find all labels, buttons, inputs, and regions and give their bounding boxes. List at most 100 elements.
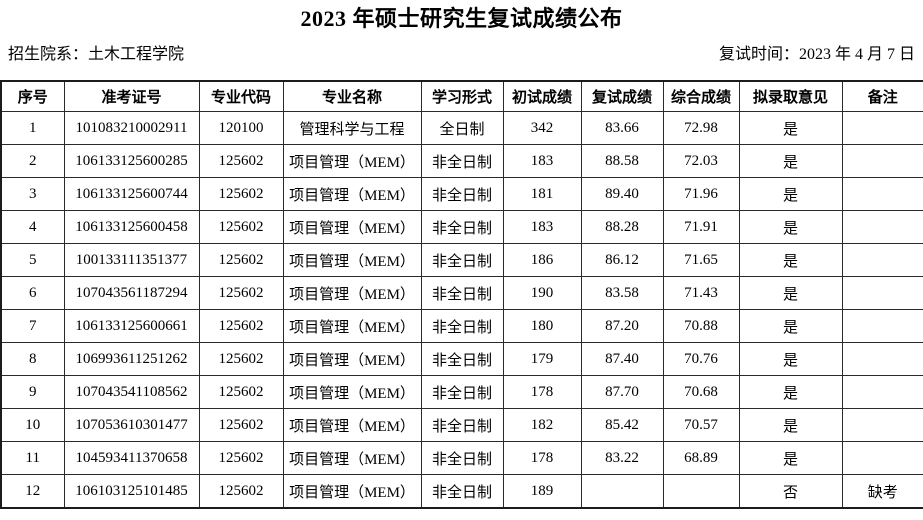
table-cell: 是: [738, 276, 843, 310]
table-cell: 88.28: [580, 210, 664, 244]
table-cell: [841, 342, 923, 376]
table-cell: 71.91: [662, 210, 740, 244]
table-cell: 管理科学与工程: [282, 111, 422, 145]
table-cell: 是: [738, 375, 843, 409]
table-cell: 125602: [198, 309, 284, 343]
table-cell: [841, 177, 923, 211]
table-cell: 非全日制: [420, 342, 504, 376]
table-cell: 106133125600285: [63, 144, 200, 178]
table-cell: 全日制: [420, 111, 504, 145]
table-row: 6 107043561187294 125602 项目管理（MEM） 非全日制 190 83…: [0, 276, 923, 310]
table-cell: [841, 243, 923, 277]
table-cell: 87.40: [580, 342, 664, 376]
table-header-cell: 初试成绩: [502, 80, 582, 112]
table-cell: 否: [738, 474, 843, 509]
table-cell: 88.58: [580, 144, 664, 178]
table-cell: 125602: [198, 474, 284, 509]
table-cell: 项目管理（MEM）: [282, 408, 422, 442]
table-cell: 非全日制: [420, 408, 504, 442]
table-row: 9 107043541108562 125602 项目管理（MEM） 非全日制 178 87…: [0, 375, 923, 409]
table-cell: 100133111351377: [63, 243, 200, 277]
table-cell: 项目管理（MEM）: [282, 177, 422, 211]
table-row: 11 104593411370658 125602 项目管理（MEM） 非全日制 178 8…: [0, 441, 923, 475]
table-cell: 106993611251262: [63, 342, 200, 376]
table-cell: 是: [738, 177, 843, 211]
table-row: 7 106133125600661 125602 项目管理（MEM） 非全日制 180 87…: [0, 309, 923, 343]
department-label: 招生院系：土木工程学院: [8, 46, 185, 63]
table-cell: 项目管理（MEM）: [282, 210, 422, 244]
table-cell: [841, 210, 923, 244]
table-cell: 83.58: [580, 276, 664, 310]
table-cell: 非全日制: [420, 210, 504, 244]
table-cell: 是: [738, 210, 843, 244]
table-row: 10 107053610301477 125602 项目管理（MEM） 非全日制 182 8…: [0, 408, 923, 442]
table-cell: 86.12: [580, 243, 664, 277]
table-cell: 180: [502, 309, 582, 343]
table-cell: 125602: [198, 276, 284, 310]
table-cell: 106133125600744: [63, 177, 200, 211]
table-cell: 70.88: [662, 309, 740, 343]
table-cell: 是: [738, 111, 843, 145]
table-cell: 87.70: [580, 375, 664, 409]
table-cell: 85.42: [580, 408, 664, 442]
table-cell: [841, 408, 923, 442]
table-cell: 107043561187294: [63, 276, 200, 310]
table-row: 4 106133125600458 125602 项目管理（MEM） 非全日制 183 88…: [0, 210, 923, 244]
table-cell: 6: [0, 276, 65, 310]
table-cell: 104593411370658: [63, 441, 200, 475]
table-cell: [841, 309, 923, 343]
table-cell: 是: [738, 408, 843, 442]
table-cell: 项目管理（MEM）: [282, 243, 422, 277]
table-header-cell: 复试成绩: [580, 80, 664, 112]
table-cell: 186: [502, 243, 582, 277]
table-cell: 68.89: [662, 441, 740, 475]
table-cell: 83.22: [580, 441, 664, 475]
table-row: 1 101083210002911 120100 管理科学与工程 全日制 342 83.66…: [0, 111, 923, 145]
table-row: 3 106133125600744 125602 项目管理（MEM） 非全日制 181 89…: [0, 177, 923, 211]
table-cell: 是: [738, 441, 843, 475]
table-cell: 非全日制: [420, 177, 504, 211]
table-cell: 缺考: [841, 474, 923, 509]
table-cell: 181: [502, 177, 582, 211]
table-header-cell: 拟录取意见: [738, 80, 843, 112]
table-cell: 106103125101485: [63, 474, 200, 509]
table-header-row: 序号 准考证号 专业代码 专业名称 学习形式 初试成绩 复试成绩 综合成绩 拟录取意见 备注: [0, 80, 923, 112]
table-cell: 125602: [198, 144, 284, 178]
table-cell: 项目管理（MEM）: [282, 309, 422, 343]
table-cell: 项目管理（MEM）: [282, 375, 422, 409]
table-cell: 120100: [198, 111, 284, 145]
table-cell: [841, 144, 923, 178]
table-row: 2 106133125600285 125602 项目管理（MEM） 非全日制 183 88…: [0, 144, 923, 178]
table-cell: 是: [738, 243, 843, 277]
table-cell: 101083210002911: [63, 111, 200, 145]
table-cell: 71.43: [662, 276, 740, 310]
score-table-head: 序号 准考证号 专业代码 专业名称 学习形式 初试成绩 复试成绩 综合成绩 拟录取意见 备注: [0, 80, 923, 112]
retest-time-label: 复试时间：2023 年 4 月 7 日: [718, 46, 915, 63]
table-cell: 项目管理（MEM）: [282, 144, 422, 178]
table-cell: 非全日制: [420, 375, 504, 409]
table-cell: 2: [0, 144, 65, 178]
table-cell: 非全日制: [420, 243, 504, 277]
table-cell: 70.57: [662, 408, 740, 442]
table-cell: 9: [0, 375, 65, 409]
table-cell: 非全日制: [420, 276, 504, 310]
table-row: 12 106103125101485 125602 项目管理（MEM） 非全日制 189 否…: [0, 474, 923, 509]
table-cell: 190: [502, 276, 582, 310]
table-cell: 项目管理（MEM）: [282, 342, 422, 376]
table-cell: 106133125600458: [63, 210, 200, 244]
table-cell: 125602: [198, 375, 284, 409]
table-cell: 3: [0, 177, 65, 211]
table-cell: 178: [502, 375, 582, 409]
table-header-cell: 序号: [0, 80, 65, 112]
table-cell: 项目管理（MEM）: [282, 276, 422, 310]
table-cell: 7: [0, 309, 65, 343]
table-cell: 11: [0, 441, 65, 475]
table-cell: 87.20: [580, 309, 664, 343]
table-cell: 71.96: [662, 177, 740, 211]
table-cell: 189: [502, 474, 582, 509]
table-cell: [580, 474, 664, 509]
table-cell: 4: [0, 210, 65, 244]
table-cell: 是: [738, 309, 843, 343]
